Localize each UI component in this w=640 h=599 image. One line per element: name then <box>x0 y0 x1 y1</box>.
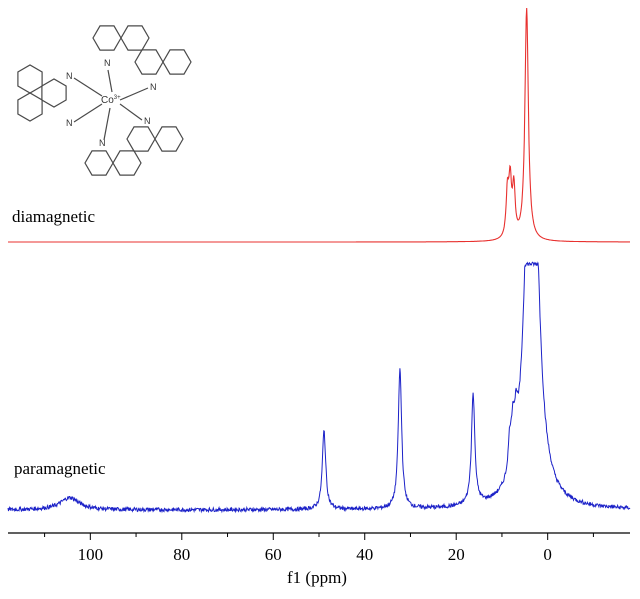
x-tick-label: 100 <box>78 545 104 564</box>
diamagnetic-spectrum-line <box>8 7 630 243</box>
x-tick-label: 20 <box>448 545 465 564</box>
ring <box>112 150 142 176</box>
bond <box>119 103 143 121</box>
ring <box>162 49 192 75</box>
x-tick-label: 0 <box>543 545 552 564</box>
bond <box>107 69 113 93</box>
cobalt-charge: 3+ <box>114 95 121 101</box>
bond <box>73 103 103 123</box>
nitrogen-label: N <box>150 82 157 92</box>
x-tick-label: 60 <box>265 545 282 564</box>
nitrogen-label: N <box>104 58 111 68</box>
ring <box>41 78 67 108</box>
nitrogen-label: N <box>66 118 73 128</box>
x-tick-label: 40 <box>356 545 373 564</box>
cobalt-label: Co3+ <box>101 95 121 106</box>
ring <box>17 92 43 122</box>
paramagnetic-spectrum-line <box>7 261 631 514</box>
series-label-diamagnetic: diamagnetic <box>12 207 96 226</box>
x-axis-ticks: 100 80 60 40 20 0 <box>44 533 594 564</box>
ring <box>84 150 114 176</box>
ring <box>154 126 184 152</box>
nitrogen-label: N <box>66 71 73 81</box>
ring <box>92 25 122 51</box>
series-label-paramagnetic: paramagnetic <box>14 459 106 478</box>
x-axis-title: f1 (ppm) <box>287 568 347 587</box>
nitrogen-label: N <box>99 138 106 148</box>
cobalt-phenanthroline-structure: N N N N N N <box>17 25 192 176</box>
nitrogen-label: N <box>144 116 151 126</box>
ring <box>17 64 43 94</box>
bond <box>103 107 111 141</box>
ring <box>134 49 164 75</box>
x-tick-label: 80 <box>173 545 190 564</box>
bond <box>73 77 103 97</box>
ring <box>120 25 150 51</box>
bond <box>119 87 149 101</box>
ring <box>126 126 156 152</box>
